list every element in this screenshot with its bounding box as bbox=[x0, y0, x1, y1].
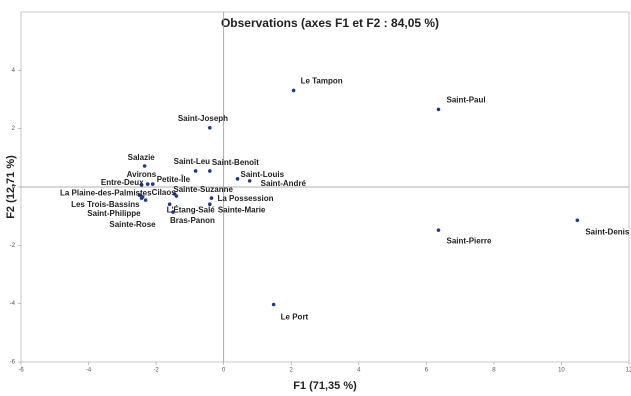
point-label: Saint-André bbox=[261, 179, 307, 188]
x-tick-label: 0 bbox=[222, 368, 226, 374]
point bbox=[137, 193, 142, 197]
point-label: Petite-Île bbox=[157, 175, 191, 184]
point-label: Sainte-Marie bbox=[218, 205, 266, 214]
point-label: Salazie bbox=[128, 153, 156, 162]
point bbox=[145, 182, 150, 186]
point bbox=[193, 169, 198, 173]
x-tick-label: 12 bbox=[626, 368, 631, 374]
point bbox=[575, 218, 580, 223]
point-label: Entre-Deux bbox=[101, 178, 144, 187]
point bbox=[235, 177, 240, 181]
x-tick-label: 8 bbox=[492, 368, 496, 374]
point bbox=[209, 196, 214, 200]
point bbox=[139, 183, 144, 187]
point bbox=[174, 194, 179, 198]
y-tick-label: 4 bbox=[12, 68, 16, 74]
point-label: Saint-Paul bbox=[446, 96, 485, 105]
point bbox=[150, 182, 155, 186]
point bbox=[208, 169, 212, 173]
y-tick-label: 2 bbox=[12, 126, 16, 132]
point-label: La Plaine-des-Palmistes bbox=[60, 188, 152, 197]
point bbox=[140, 195, 145, 199]
point bbox=[247, 179, 252, 183]
point-label: Avirons bbox=[127, 170, 157, 179]
point-label: Saint-Philippe bbox=[87, 209, 141, 218]
point-label: Les Trois-Bassins bbox=[71, 200, 140, 209]
point-label: Bras-Panon bbox=[170, 216, 215, 225]
point bbox=[167, 202, 172, 207]
point-label: Saint-Leu bbox=[174, 157, 211, 166]
point bbox=[208, 125, 212, 130]
point bbox=[436, 228, 441, 232]
point-label: La Possession bbox=[218, 194, 274, 203]
y-tick-label: -2 bbox=[10, 243, 16, 249]
point-label: Saint-Denis bbox=[585, 227, 630, 236]
chart-title: Observations (axes F1 et F2 : 84,05 %) bbox=[221, 16, 439, 30]
point-label: Saint-Louis bbox=[241, 170, 285, 179]
point bbox=[291, 88, 296, 93]
point bbox=[171, 210, 175, 214]
y-tick-label: 0 bbox=[12, 185, 16, 191]
point bbox=[208, 202, 212, 207]
point-label: Sainte-Suzanne bbox=[173, 185, 233, 194]
point-label: Sainte-Rose bbox=[109, 220, 156, 229]
point bbox=[436, 107, 441, 112]
point-label: Cilaos bbox=[152, 188, 177, 197]
point bbox=[143, 198, 148, 202]
point bbox=[271, 302, 276, 307]
point-label: Le Port bbox=[281, 313, 309, 322]
point-label: Saint-Pierre bbox=[446, 236, 491, 245]
point-label: Le Tampon bbox=[301, 77, 343, 86]
point-label: Saint-Joseph bbox=[178, 114, 228, 123]
point bbox=[142, 164, 147, 168]
x-tick-label: -4 bbox=[86, 368, 92, 374]
x-tick-label: -6 bbox=[18, 368, 24, 374]
x-tick-label: 10 bbox=[558, 368, 565, 374]
x-tick-label: 6 bbox=[425, 368, 429, 374]
x-tick-label: 2 bbox=[290, 368, 294, 374]
y-tick-label: -4 bbox=[10, 301, 16, 307]
x-tick-label: 4 bbox=[357, 368, 361, 374]
y-tick-label: -6 bbox=[10, 360, 16, 366]
point-label: L'Étang-Salé bbox=[167, 205, 216, 214]
point-label: Saint-Benoît bbox=[212, 158, 259, 167]
y-axis-label: F2 (12,71 %) bbox=[5, 155, 17, 219]
x-tick-label: -2 bbox=[153, 368, 159, 374]
x-axis-label: F1 (71,35 %) bbox=[293, 380, 357, 392]
